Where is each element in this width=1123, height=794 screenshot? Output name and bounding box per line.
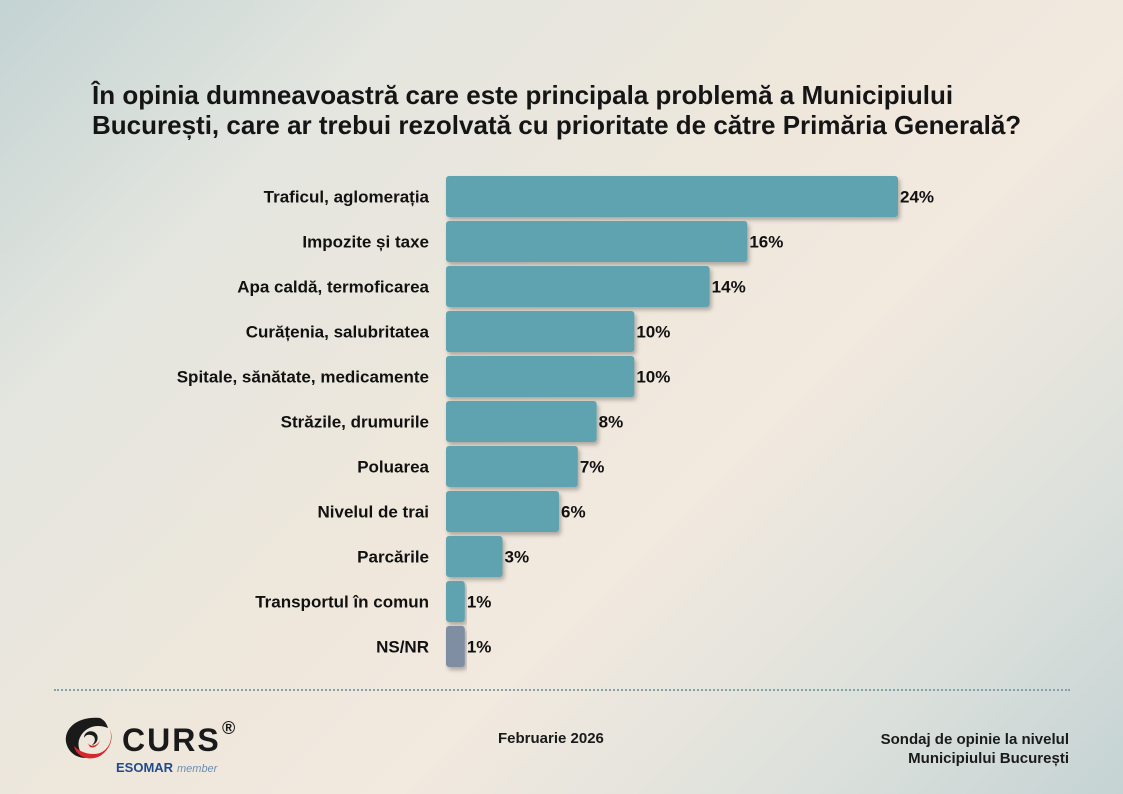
- logo-wordmark: CURS: [122, 722, 221, 758]
- value-label: 14%: [712, 278, 746, 297]
- category-label: Spitale, sănătate, medicamente: [177, 368, 429, 387]
- bar: [446, 266, 710, 307]
- bar: [446, 356, 635, 397]
- category-label: Nivelul de trai: [318, 503, 429, 522]
- bar: [446, 311, 635, 352]
- footer-divider: [54, 689, 1070, 691]
- chart-title: În opinia dumneavoastră care este princi…: [92, 80, 1022, 140]
- bar: [446, 176, 898, 217]
- value-label: 1%: [467, 638, 492, 657]
- value-label: 6%: [561, 503, 586, 522]
- bar: [446, 446, 578, 487]
- bar: [446, 581, 465, 622]
- bar: [446, 536, 503, 577]
- footer-source-line1: Sondaj de opinie la nivelul: [880, 731, 1069, 748]
- value-label: 7%: [580, 458, 605, 477]
- curs-swoosh-icon: [65, 717, 112, 759]
- value-label: 1%: [467, 593, 492, 612]
- bar: [446, 491, 559, 532]
- footer-source-line2: Municipiului București: [908, 750, 1069, 767]
- value-label: 10%: [636, 368, 670, 387]
- value-label: 3%: [505, 548, 530, 567]
- category-label: Transportul în comun: [255, 593, 429, 612]
- logo-esomar: ESOMAR: [116, 760, 174, 775]
- category-label: Apa caldă, termoficarea: [237, 278, 429, 297]
- category-label: Străzile, drumurile: [281, 413, 429, 432]
- value-label: 24%: [900, 188, 934, 207]
- bar: [446, 221, 748, 262]
- logo-member: member: [177, 763, 219, 775]
- bar: [446, 401, 597, 442]
- category-label: Poluarea: [357, 458, 429, 477]
- bar: [446, 626, 465, 667]
- category-label: Traficul, aglomerația: [264, 188, 430, 207]
- category-label: Curățenia, salubritatea: [246, 323, 430, 342]
- value-label: 10%: [636, 323, 670, 342]
- footer-source: Sondaj de opinie la nivelul Municipiului…: [881, 730, 1069, 768]
- footer-date: Februarie 2026: [498, 730, 604, 747]
- category-label: Parcările: [357, 548, 429, 567]
- category-label: Impozite și taxe: [302, 233, 429, 252]
- value-label: 8%: [599, 413, 624, 432]
- bar-chart: Traficul, aglomerația 24% Impozite și taxe…: [177, 176, 934, 667]
- curs-logo: CURS ® ESOMAR member: [65, 717, 235, 775]
- category-label: NS/NR: [376, 638, 429, 657]
- logo-registered-mark: ®: [222, 718, 235, 738]
- value-label: 16%: [749, 233, 783, 252]
